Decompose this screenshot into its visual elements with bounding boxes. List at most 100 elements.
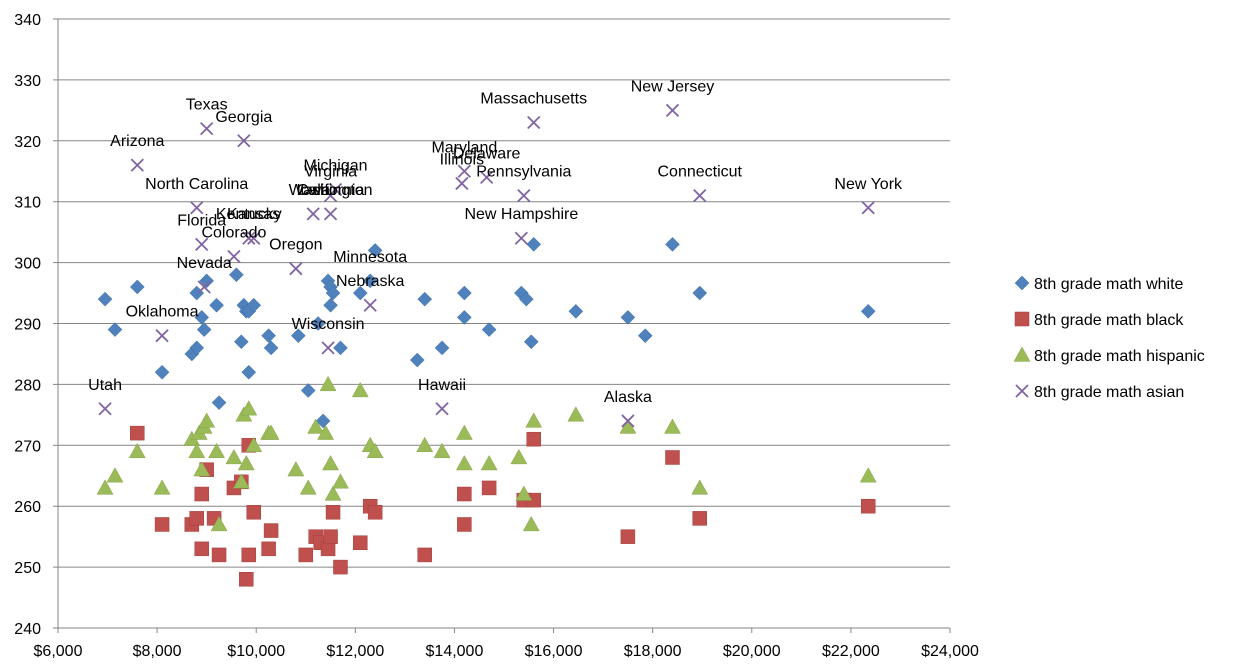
data-point: [299, 479, 317, 495]
x-tick-label: $20,000: [723, 643, 781, 660]
data-point: [333, 340, 348, 356]
data-points: [96, 103, 877, 587]
data-point: [323, 297, 338, 313]
data-point: [210, 515, 228, 532]
data-point: [621, 414, 635, 428]
point-label: Massachusetts: [480, 91, 587, 108]
point-label: Oklahoma: [126, 304, 199, 321]
point-label: Arizona: [110, 133, 164, 150]
data-point: [128, 442, 146, 459]
data-point: [232, 473, 250, 489]
point-label: Minnesota: [333, 249, 407, 266]
data-point: [208, 442, 226, 459]
data-point: [510, 448, 528, 465]
data-point: [242, 231, 256, 245]
data-point: [664, 418, 681, 434]
data-point: [315, 413, 331, 429]
data-point: [515, 485, 533, 501]
data-point: [307, 418, 325, 434]
data-point: [189, 511, 205, 526]
data-point: [261, 541, 276, 557]
point-label: Michigan: [303, 158, 367, 175]
data-point: [665, 236, 680, 252]
data-point: [620, 310, 636, 325]
data-point: [518, 291, 534, 307]
legend-entry: 8th grade math black: [1014, 311, 1184, 329]
legend-label: 8th grade math white: [1034, 276, 1184, 293]
data-point: [693, 188, 707, 203]
data-point: [322, 455, 339, 471]
point-label: New York: [834, 176, 903, 193]
data-point: [241, 547, 257, 563]
data-point: [261, 328, 276, 344]
legend-marker: [1014, 311, 1030, 327]
x-tick-label: $24,000: [921, 643, 979, 660]
data-point: [434, 340, 450, 356]
data-point: [455, 176, 469, 191]
point-label: North Carolina: [145, 176, 248, 193]
legend: 8th grade math white 8th grade math black…: [1013, 275, 1205, 401]
data-point: [416, 436, 434, 452]
point-label: Virginia: [304, 164, 357, 181]
legend-entry: 8th grade math white: [1014, 275, 1184, 293]
y-tick-label: 310: [14, 195, 41, 212]
data-point: [480, 455, 498, 471]
data-point: [620, 529, 636, 544]
data-point: [351, 381, 369, 398]
data-point: [526, 431, 541, 447]
data-point: [366, 442, 384, 459]
series-x: [98, 103, 875, 428]
point-label: Hawaii: [418, 377, 466, 394]
series-triangle: [96, 375, 877, 532]
point-label: Pennsylvania: [476, 164, 571, 181]
data-point: [289, 262, 303, 276]
data-point: [692, 285, 708, 301]
data-point: [237, 455, 255, 471]
data-point: [417, 291, 433, 307]
data-point: [245, 436, 263, 452]
data-point: [352, 285, 368, 301]
data-point: [325, 285, 341, 301]
data-point: [298, 547, 314, 563]
data-point: [457, 310, 472, 325]
data-point: [691, 479, 709, 495]
point-label: Florida: [177, 212, 226, 229]
data-point: [363, 298, 377, 312]
data-point: [522, 515, 540, 532]
data-point: [225, 448, 243, 465]
legend-entry: 8th grade math hispanic: [1013, 346, 1205, 365]
data-point: [194, 310, 210, 325]
data-point: [324, 485, 342, 501]
data-point: [319, 375, 337, 392]
data-point: [637, 328, 653, 344]
legend-label: 8th grade math hispanic: [1034, 348, 1205, 365]
data-point: [154, 517, 170, 532]
y-tick-labels: 240 250 260 270 280 290 300 310 320 330 340: [14, 12, 41, 638]
data-point: [861, 201, 875, 215]
x-tick-label: $6,000: [34, 643, 83, 660]
data-point: [306, 207, 320, 221]
point-label: Maryland: [431, 139, 497, 156]
data-point: [457, 517, 472, 532]
data-point: [211, 547, 227, 563]
data-point: [567, 406, 585, 422]
data-point: [263, 340, 279, 356]
x-tick-label: $10,000: [227, 643, 285, 660]
data-point: [237, 134, 251, 148]
data-point: [455, 424, 473, 440]
point-label: Kansas: [227, 206, 280, 223]
data-point: [526, 236, 542, 252]
gridlines: [58, 18, 950, 568]
data-point: [155, 329, 169, 343]
data-point: [194, 486, 209, 502]
y-tick-label: 240: [14, 621, 41, 638]
data-point: [310, 316, 326, 331]
y-tick-label: 280: [14, 377, 41, 394]
data-point: [241, 364, 257, 380]
point-label: New Hampshire: [464, 206, 578, 223]
point-label: Washington: [289, 182, 373, 199]
point-label: Georgia: [215, 109, 272, 126]
data-point: [129, 279, 145, 295]
